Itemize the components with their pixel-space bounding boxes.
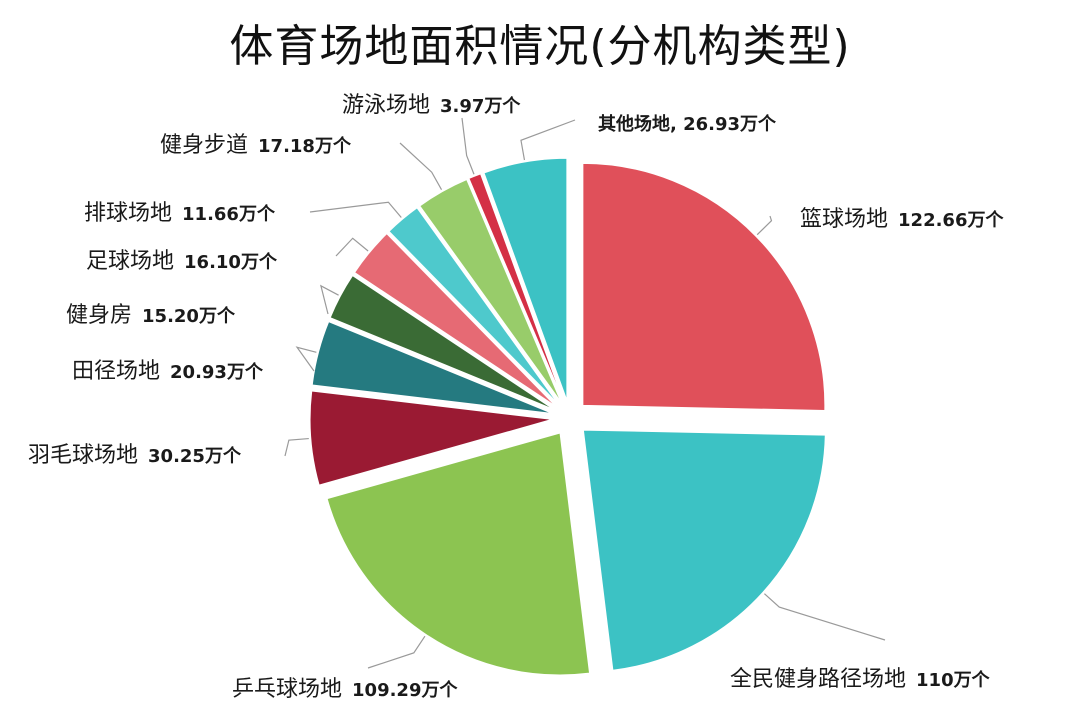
slice-label: 全民健身路径场地 110万个 xyxy=(730,667,991,692)
slice-label-name: 足球场地 xyxy=(86,249,174,274)
slice-label-name: 田径场地 xyxy=(72,359,160,384)
slice-label-value: 30.25万个 xyxy=(148,445,242,467)
slice-label-name: 健身房 xyxy=(66,303,132,328)
slice-label-name: 篮球场地 xyxy=(800,207,888,232)
slice-label-value: 3.97万个 xyxy=(440,95,521,117)
slice-label-value: 110万个 xyxy=(916,669,991,691)
leader-line xyxy=(335,237,369,257)
slice-label: 游泳场地 3.97万个 xyxy=(342,93,521,118)
slice-label-name: 游泳场地 xyxy=(342,93,430,118)
slice-label: 篮球场地 122.66万个 xyxy=(800,207,1004,232)
slice-label: 排球场地 11.66万个 xyxy=(84,201,276,226)
leader-line xyxy=(309,201,402,218)
slice-label-name: 乒乓球场地 xyxy=(232,677,342,702)
leader-line xyxy=(367,635,426,669)
slice-label-value: 20.93万个 xyxy=(170,361,264,383)
slice-label-name: 健身步道 xyxy=(160,133,248,158)
slice-label: 健身步道 17.18万个 xyxy=(160,133,352,158)
slice-label: 其他场地, 26.93万个 xyxy=(598,113,777,135)
pie-slice xyxy=(326,432,591,676)
slice-label: 田径场地 20.93万个 xyxy=(72,359,264,384)
slice-label-value: 16.10万个 xyxy=(184,251,278,273)
leader-line xyxy=(284,437,309,457)
slice-label-value: 109.29万个 xyxy=(352,679,458,701)
slice-label-value: 11.66万个 xyxy=(182,203,276,225)
leader-line xyxy=(399,142,443,190)
leader-line xyxy=(756,215,773,236)
leaders-layer xyxy=(284,117,886,669)
slice-label-name: 羽毛球场地 xyxy=(28,443,138,468)
pie-slice xyxy=(468,173,564,402)
leader-line xyxy=(520,119,576,161)
pie-slice xyxy=(388,207,559,405)
leader-line xyxy=(461,117,475,175)
slice-label-name: 排球场地 xyxy=(84,201,172,226)
slices-layer xyxy=(309,157,826,676)
slice-label-value: 122.66万个 xyxy=(898,209,1004,231)
pie-slice xyxy=(582,162,826,411)
pie-slice xyxy=(353,232,557,407)
slice-label: 健身房 15.20万个 xyxy=(66,303,236,328)
chart-title: 体育场地面积情况(分机构类型) xyxy=(229,21,851,72)
slice-label: 乒乓球场地 109.29万个 xyxy=(232,677,458,702)
pie-slice xyxy=(483,157,568,401)
leader-line xyxy=(320,284,339,315)
slice-label: 足球场地 16.10万个 xyxy=(86,249,278,274)
pie-slice xyxy=(329,274,555,411)
leader-line xyxy=(295,346,317,372)
pie-slice xyxy=(309,390,553,486)
slice-label-name: 全民健身路径场地 xyxy=(730,667,906,692)
slice-label-value: 17.18万个 xyxy=(258,135,352,157)
pie-slice xyxy=(582,429,826,671)
leader-line xyxy=(764,593,886,641)
slice-label-value: 15.20万个 xyxy=(142,305,236,327)
pie-slice xyxy=(311,320,553,414)
slice-label: 羽毛球场地 30.25万个 xyxy=(28,443,242,468)
pie-slice xyxy=(419,178,562,403)
slice-label-value: 其他场地, 26.93万个 xyxy=(598,113,777,135)
